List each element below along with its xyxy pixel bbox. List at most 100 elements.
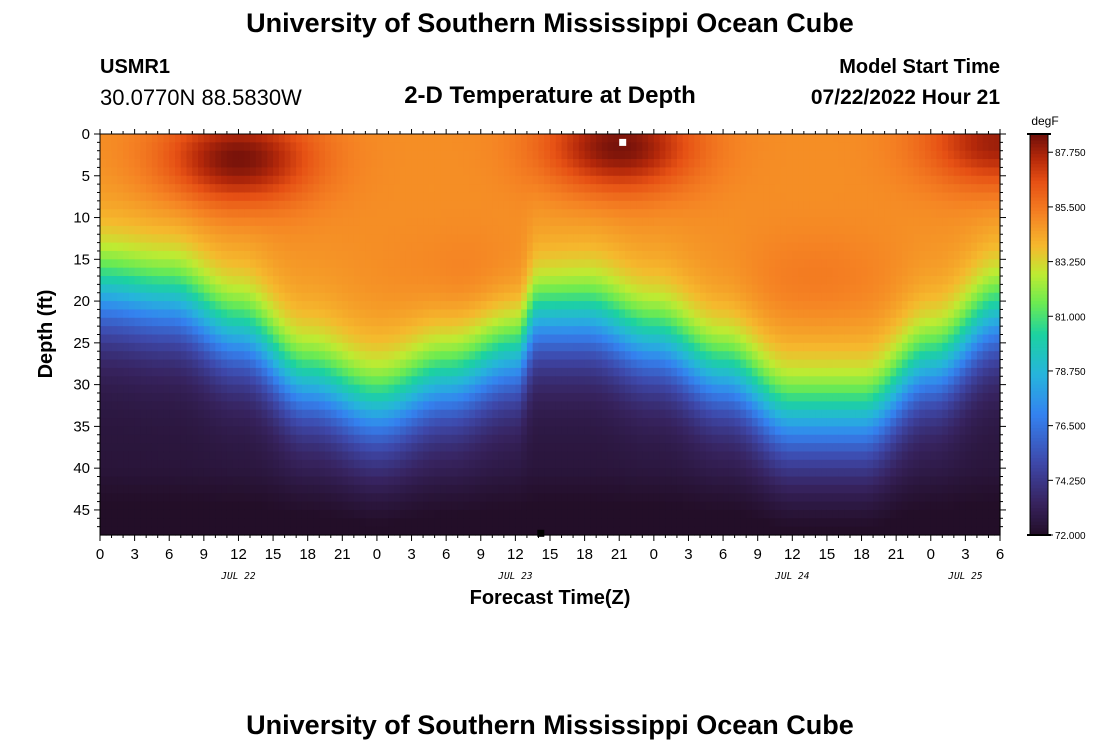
heatmap-cell [688,367,695,377]
heatmap-cell [226,192,234,202]
heatmap-cell [509,317,516,327]
heatmap-cell [238,434,245,444]
heatmap-cell [544,334,551,344]
heatmap-cell [301,142,309,152]
heatmap-cell [151,476,159,486]
heatmap-cell [301,217,309,227]
heatmap-cell [613,142,620,152]
heatmap-cell [111,309,118,319]
heatmap-cell [313,384,320,394]
heatmap-cell [255,309,263,319]
heatmap-cell [290,392,297,402]
heatmap-cell [521,167,528,177]
heatmap-cell [371,142,378,152]
heatmap-cell [307,267,315,277]
heatmap-cell [134,192,141,202]
heatmap-cell [198,426,205,436]
heatmap-cell [186,401,193,411]
heatmap-cell [342,468,349,478]
heatmap-cell [359,309,366,319]
heatmap-cell [417,317,424,327]
heatmap-cell [376,259,384,269]
heatmap-cell [336,459,343,469]
heatmap-cell [163,409,170,419]
heatmap-cell [492,167,499,177]
heatmap-cell [694,351,701,361]
heatmap-cell [215,167,222,177]
heatmap-cell [186,317,193,327]
heatmap-cell [192,301,199,311]
heatmap-cell [123,334,130,344]
heatmap-cell [186,167,193,177]
heatmap-cell [111,451,118,461]
heatmap-cell [261,459,268,469]
heatmap-cell [371,217,378,227]
heatmap-cell [325,317,332,327]
heatmap-cell [307,384,315,394]
heatmap-cell [238,351,245,361]
heatmap-cell [209,342,216,352]
heatmap-cell [273,342,280,352]
heatmap-cell [486,484,493,494]
heatmap-cell [100,518,107,528]
heatmap-cell [296,209,303,219]
heatmap-cell [521,518,528,528]
heatmap-cell [371,451,378,461]
heatmap-cell [307,200,315,210]
heatmap-cell [117,401,124,411]
heatmap-cell [451,468,459,478]
heatmap-cell [128,167,136,177]
heatmap-cell [682,309,690,319]
heatmap-cell [209,192,216,202]
heatmap-cell [411,317,418,327]
heatmap-cell [457,409,465,419]
heatmap-cell [261,334,268,344]
heatmap-cell [111,159,118,169]
heatmap-cell [371,426,378,436]
heatmap-cell [301,434,309,444]
heatmap-cell [550,509,557,519]
heatmap-cell [423,384,430,394]
heatmap-cell [226,234,234,244]
heatmap-cell [486,426,493,436]
heatmap-cell [175,342,182,352]
heatmap-cell [601,309,609,319]
heatmap-cell [278,317,286,327]
heatmap-cell [186,509,193,519]
heatmap-cell [532,434,540,444]
heatmap-cell [123,225,130,235]
heatmap-cell [255,276,263,285]
heatmap-cell [313,259,320,269]
heatmap-cell [555,443,563,453]
heatmap-cell [400,476,407,486]
heatmap-cell [140,250,147,260]
heatmap-cell [192,426,199,436]
heatmap-cell [671,250,678,260]
heatmap-cell [567,301,574,311]
heatmap-cell [671,418,678,427]
heatmap-cell [509,334,516,344]
heatmap-cell [636,217,643,227]
heatmap-cell [423,434,430,444]
heatmap-cell [255,217,263,227]
heatmap-cell [100,242,107,252]
heatmap-cell [117,526,124,536]
heatmap-cell [555,134,563,143]
heatmap-cell [330,217,338,227]
heatmap-cell [192,276,199,285]
heatmap-cell [157,175,165,185]
heatmap-cell [301,250,309,260]
heatmap-cell [550,526,557,536]
heatmap-cell [238,376,245,386]
heatmap-cell [376,351,384,361]
heatmap-cell [376,451,384,461]
heatmap-cell [221,476,228,486]
heatmap-cell [278,509,286,519]
heatmap-cell [255,334,263,344]
heatmap-cell [151,184,159,194]
heatmap-cell [653,225,661,235]
heatmap-cell [232,292,240,302]
heatmap-cell [221,426,228,436]
heatmap-cell [601,459,609,469]
heatmap-cell [255,392,263,402]
